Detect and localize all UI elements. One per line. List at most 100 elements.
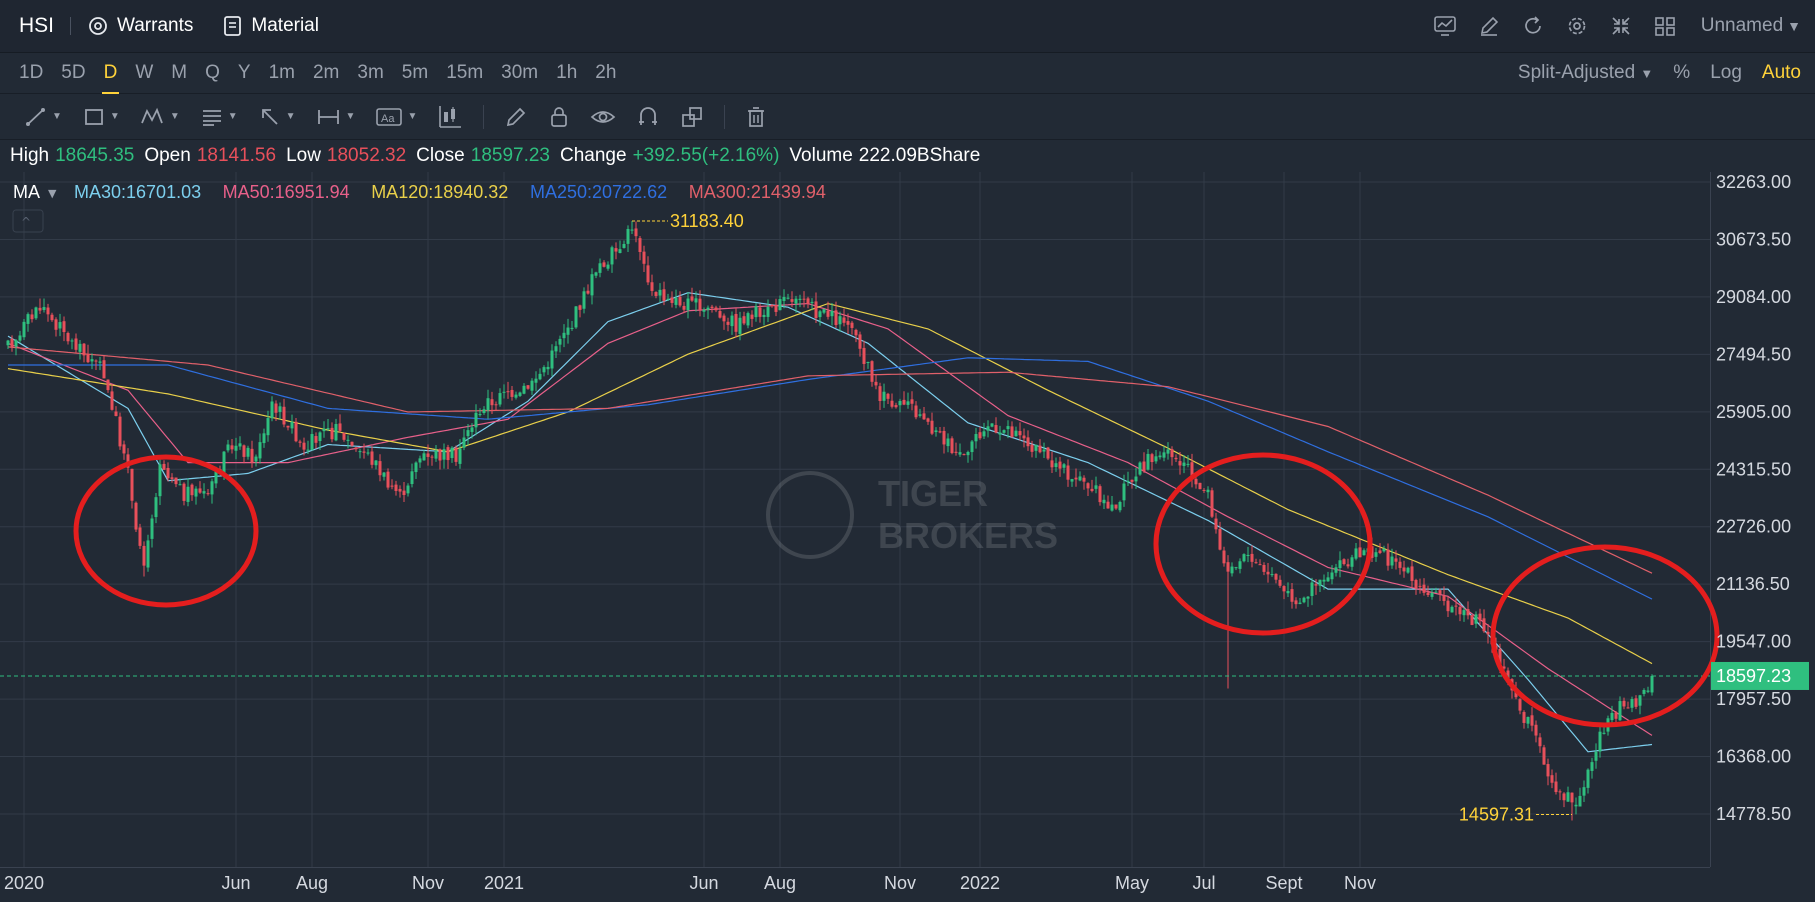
candle-body [1346, 564, 1350, 567]
time-axis[interactable]: 2020 Jun Aug Nov 2021 Jun Aug Nov 2022 May Jul Sept… [4, 873, 1376, 893]
candle-body [1210, 490, 1214, 517]
candle-body [554, 346, 558, 352]
candle-body [618, 249, 622, 254]
candle-body [958, 452, 962, 455]
candle-body [1450, 606, 1454, 613]
time-tick-label: 2021 [484, 873, 524, 893]
rectangle-tool[interactable]: ▼ [82, 105, 120, 129]
period-30m[interactable]: 30m [501, 62, 539, 83]
ma120-legend: MA120:18940.32 [371, 182, 508, 202]
candle-body [318, 432, 322, 442]
candle-body [498, 393, 502, 405]
fibonacci-tool[interactable]: ▼ [200, 105, 238, 129]
percent-toggle[interactable]: % [1673, 62, 1691, 83]
auto-toggle[interactable]: Auto [1761, 62, 1801, 83]
candle-body [610, 247, 614, 265]
material-button[interactable]: Material [223, 15, 319, 37]
grid-layout-icon[interactable] [1651, 12, 1679, 40]
period-2m[interactable]: 2m [312, 62, 340, 83]
candle-body [1334, 567, 1338, 573]
candle-body [1486, 631, 1490, 635]
candle-tool[interactable] [437, 104, 463, 130]
candle-body [1406, 567, 1410, 573]
clone-tool[interactable] [680, 105, 704, 129]
candle-body [46, 307, 50, 315]
candle-body [102, 360, 106, 379]
period-15m[interactable]: 15m [446, 62, 484, 83]
pencil-tool[interactable] [504, 105, 528, 129]
candle-body [1106, 501, 1110, 509]
period-monthly[interactable]: M [171, 62, 188, 83]
price-axis[interactable]: 32263.00 30673.50 29084.00 27494.50 25905.00… [1711, 172, 1809, 824]
divider [483, 104, 485, 129]
period-quarterly[interactable]: Q [205, 62, 220, 83]
chart-settings-icon[interactable] [1431, 12, 1459, 40]
magnet-icon [639, 106, 658, 125]
log-toggle[interactable]: Log [1710, 62, 1742, 83]
candle-body [798, 298, 802, 300]
candle-body [1302, 597, 1306, 603]
period-2h[interactable]: 2h [595, 62, 617, 83]
pattern-tool[interactable]: ▼ [140, 105, 180, 129]
period-3m[interactable]: 3m [357, 62, 384, 83]
candle-body [1274, 573, 1278, 580]
symbol-label[interactable]: HSI [19, 14, 55, 37]
adjust-dropdown[interactable]: Split-Adjusted ▼ [1518, 62, 1653, 84]
indicator-label[interactable]: MA [13, 182, 40, 202]
candle-body [534, 378, 538, 383]
candle-body [42, 307, 46, 310]
candle-body [1250, 553, 1254, 562]
candle-body [638, 238, 642, 253]
chevron-down-icon[interactable]: ▼ [48, 187, 57, 200]
period-yearly[interactable]: Y [237, 62, 251, 83]
arrow-tool[interactable]: ▼ [258, 105, 296, 129]
candle-body [122, 444, 126, 454]
candle-body [1206, 489, 1210, 493]
candle-body [846, 321, 850, 325]
period-5d[interactable]: 5D [61, 62, 86, 83]
candle-body [114, 411, 118, 416]
max-price-label: 31183.40 [670, 211, 744, 231]
candle-body [790, 299, 794, 302]
draw-icon[interactable] [1475, 12, 1503, 40]
candle-body [306, 449, 310, 451]
candle-body [614, 248, 618, 252]
candle-body [418, 458, 422, 463]
candle-body [338, 423, 342, 431]
delete-tool[interactable] [745, 105, 767, 129]
candle-body [182, 483, 186, 501]
collapse-legend-button[interactable] [12, 209, 44, 233]
candle-body [990, 423, 994, 427]
period-1h[interactable]: 1h [556, 62, 578, 83]
open-value: 18141.56 [196, 145, 277, 166]
text-tool[interactable]: Aa ▼ [375, 105, 417, 129]
period-5m[interactable]: 5m [401, 62, 429, 83]
period-weekly[interactable]: W [135, 62, 154, 83]
visibility-tool[interactable] [590, 105, 616, 129]
period-1m[interactable]: 1m [268, 62, 295, 83]
candle-body [26, 314, 30, 324]
lock-tool[interactable] [548, 105, 570, 129]
magnet-tool[interactable] [636, 105, 660, 129]
gear-icon[interactable] [1563, 12, 1591, 40]
candle-body [110, 391, 114, 410]
candle-body [390, 485, 394, 487]
candle-body [642, 251, 646, 264]
trend-line-tool[interactable]: ▼ [24, 105, 62, 129]
candle-body [1342, 559, 1346, 565]
divider [70, 17, 72, 35]
warrants-button[interactable]: Warrants [87, 15, 193, 37]
period-daily[interactable]: D [95, 62, 127, 95]
highlight-circle [1490, 544, 1720, 728]
candle-body [1402, 567, 1406, 572]
trend-line-icon [26, 107, 45, 126]
period-1d[interactable]: 1D [19, 62, 44, 83]
refresh-icon[interactable] [1519, 12, 1547, 40]
candle-body [186, 486, 190, 502]
candle-body [434, 450, 438, 459]
ma120-line [7, 302, 1653, 665]
layout-selector[interactable]: Unnamed ▼ [1701, 15, 1801, 37]
collapse-icon[interactable] [1607, 12, 1635, 40]
measure-tool[interactable]: ▼ [316, 105, 355, 129]
